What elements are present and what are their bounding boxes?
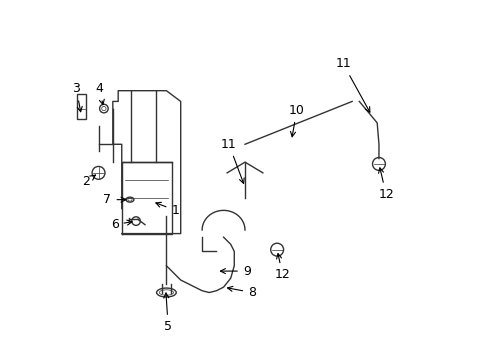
Text: 7: 7 — [103, 193, 126, 206]
Text: 1: 1 — [156, 202, 179, 217]
Text: 12: 12 — [274, 253, 291, 281]
Bar — [77, 94, 86, 119]
Text: 9: 9 — [220, 265, 251, 278]
Text: 6: 6 — [111, 218, 132, 231]
Text: 12: 12 — [378, 168, 394, 201]
Text: 2: 2 — [82, 175, 96, 188]
Text: 10: 10 — [289, 104, 305, 137]
Text: 3: 3 — [73, 82, 82, 112]
Text: 4: 4 — [96, 82, 104, 105]
Text: 5: 5 — [164, 293, 172, 333]
Text: 8: 8 — [227, 286, 256, 299]
Text: 11: 11 — [221, 138, 244, 183]
Text: 11: 11 — [335, 57, 370, 112]
